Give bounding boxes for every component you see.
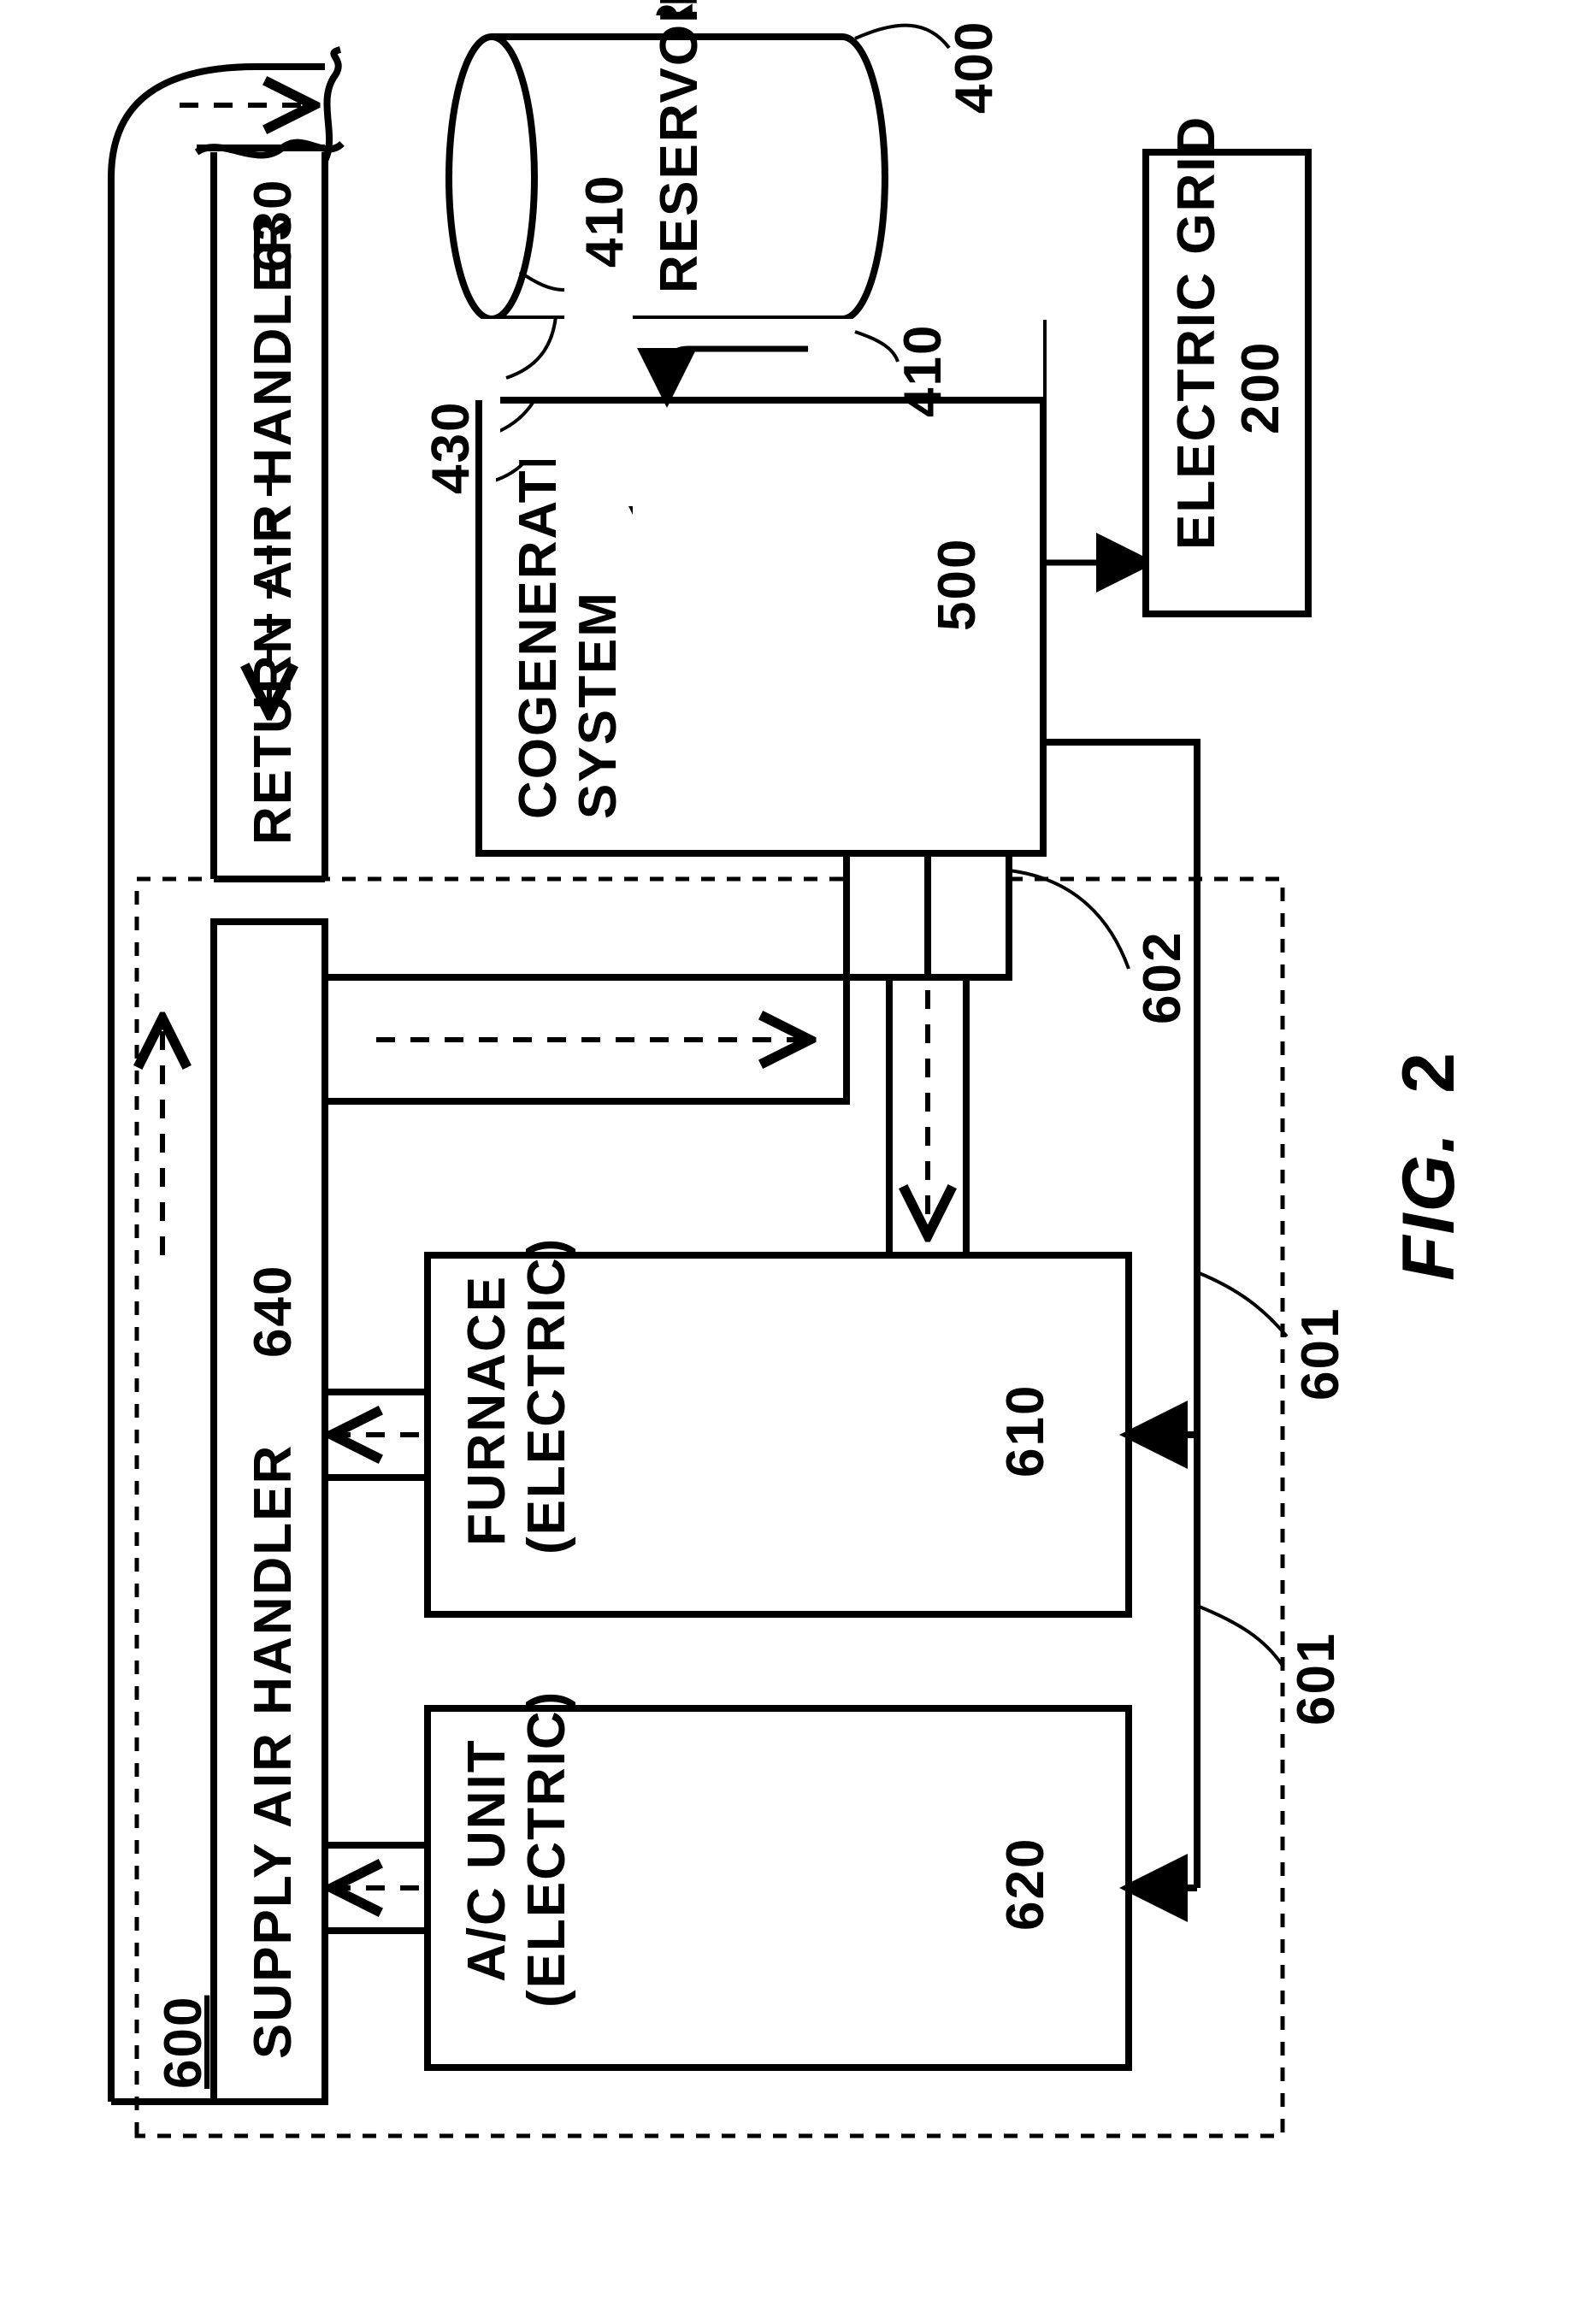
figure-caption: FIG. 2 <box>1388 1051 1470 1281</box>
ref-410-top-3b: 410 <box>575 174 634 268</box>
ref-601-right: 601 <box>1291 1307 1350 1401</box>
ref-640: 640 <box>244 1265 303 1358</box>
furnace-label-1: FURNACE <box>457 1275 516 1546</box>
ref-602: 602 <box>1133 931 1192 1024</box>
return-air-handler-label: RETURN AIR HANDLER <box>244 215 303 845</box>
reservoir-label-3: RESERVOIR <box>650 0 709 293</box>
cogen-trim <box>479 319 1043 400</box>
ref-620: 620 <box>996 1837 1055 1931</box>
ref-601-left: 601 <box>1287 1632 1346 1725</box>
lead-601-left <box>1197 1606 1283 1666</box>
ref-500: 500 <box>928 538 987 631</box>
supply-air-handler-label: SUPPLY AIR HANDLER <box>244 1444 303 2059</box>
ref-410-fuel2: 410 <box>894 324 953 417</box>
ref-610: 610 <box>996 1384 1055 1478</box>
ref-430-final: 430 <box>422 401 481 494</box>
ref-400-3: 400 <box>945 21 1004 114</box>
ref-630: 630 <box>244 179 303 272</box>
lead-601-right <box>1197 1272 1287 1336</box>
furnace-label-2: (ELECTRIC) <box>517 1237 576 1554</box>
lead-602 <box>1009 870 1129 969</box>
ref-200: 200 <box>1231 341 1290 434</box>
electric-grid-label: ELECTRIC GRID <box>1167 115 1226 550</box>
ref-600: 600 <box>154 1996 213 2089</box>
cogen-label-2: SYSTEM <box>569 591 628 819</box>
ac-unit-label-2: (ELECTRIC) <box>517 1690 576 2008</box>
ac-unit-label-1: A/C UNIT <box>457 1738 516 1982</box>
